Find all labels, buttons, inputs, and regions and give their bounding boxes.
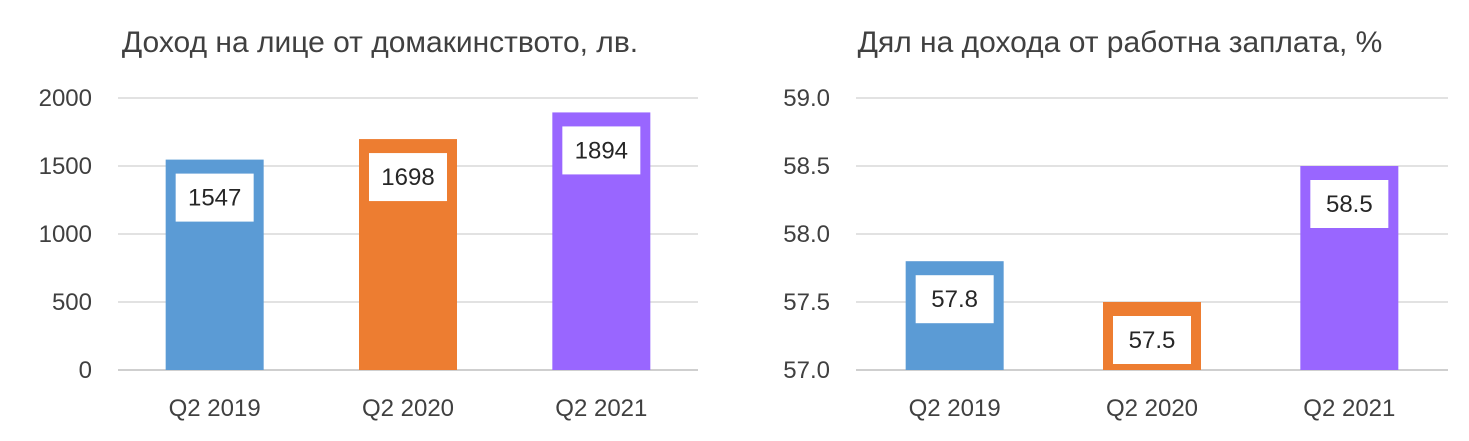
data-label-box xyxy=(369,153,447,202)
data-label-box xyxy=(175,173,254,222)
data-label-box xyxy=(1113,316,1191,364)
y-tick-label: 58.0 xyxy=(783,221,830,248)
data-label: 57.5 xyxy=(1129,327,1176,354)
data-label: 1698 xyxy=(381,164,434,191)
y-tick-label: 2000 xyxy=(39,85,92,112)
y-tick-label: 500 xyxy=(52,289,92,316)
x-tick-label: Q2 2019 xyxy=(169,395,261,422)
data-label-box xyxy=(1310,180,1389,228)
data-label-box xyxy=(915,275,994,324)
x-tick-label: Q2 2021 xyxy=(1303,395,1395,422)
y-tick-label: 1000 xyxy=(39,221,92,248)
y-tick-label: 58.5 xyxy=(783,153,830,180)
data-label: 58.5 xyxy=(1326,191,1373,218)
data-label: 57.8 xyxy=(931,286,978,313)
data-label-box xyxy=(562,126,641,175)
data-label: 1894 xyxy=(575,137,628,164)
chart-title: Доход на лице от домакинството, лв. xyxy=(122,26,638,59)
x-tick-label: Q2 2019 xyxy=(909,395,1001,422)
y-tick-label: 1500 xyxy=(39,153,92,180)
y-tick-label: 59.0 xyxy=(783,85,830,112)
income-per-person-chart: Доход на лице от домакинството, лв. 0 500… xyxy=(39,26,698,422)
x-tick-label: Q2 2020 xyxy=(1106,395,1198,422)
chart-title: Дял на дохода от работна заплата, % xyxy=(858,26,1383,59)
x-tick-label: Q2 2021 xyxy=(555,395,647,422)
wage-share-chart: Дял на дохода от работна заплата, % 57.0… xyxy=(783,26,1448,422)
y-tick-label: 0 xyxy=(79,357,92,384)
y-tick-label: 57.5 xyxy=(783,289,830,316)
y-tick-label: 57.0 xyxy=(783,357,830,384)
data-label: 1547 xyxy=(188,185,241,212)
x-tick-label: Q2 2020 xyxy=(362,395,454,422)
